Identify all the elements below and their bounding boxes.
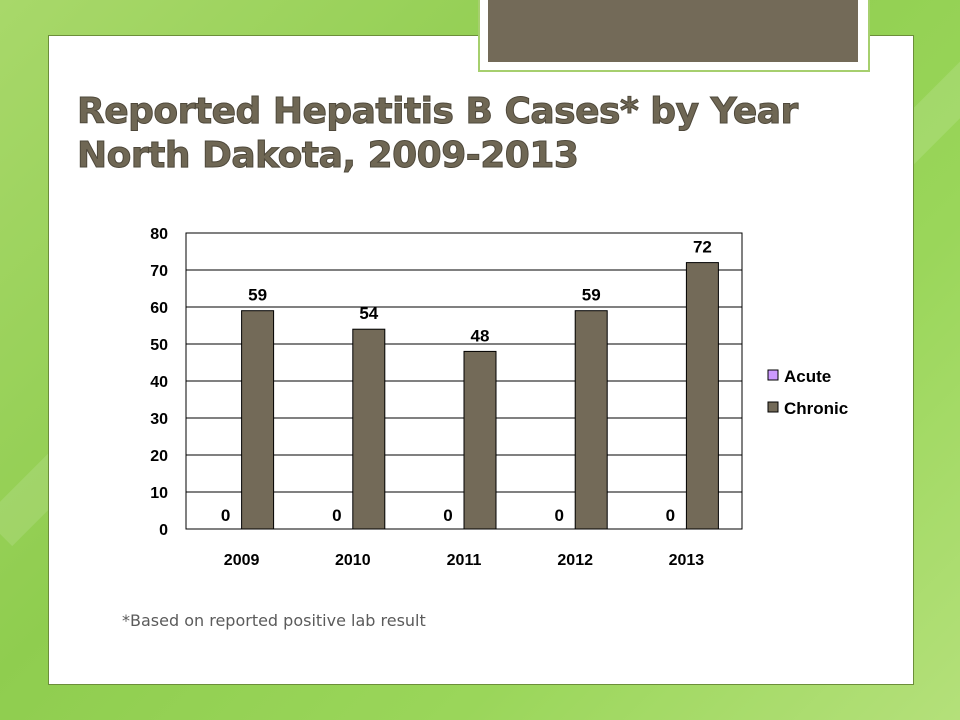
y-tick-label: 70 <box>150 263 168 280</box>
y-tick-label: 20 <box>150 448 168 465</box>
title-line-2: North Dakota, 2009-2013 <box>77 135 580 177</box>
legend-label-acute: Acute <box>784 367 831 386</box>
y-tick-label: 60 <box>150 300 168 317</box>
y-tick-label: 40 <box>150 374 168 391</box>
header-tab <box>488 0 858 62</box>
legend-swatch-acute <box>767 369 779 381</box>
x-tick-label: 2010 <box>335 552 371 569</box>
x-tick-label: 2011 <box>447 552 482 569</box>
bar-chronic <box>574 310 608 530</box>
data-label-acute: 0 <box>554 506 563 525</box>
x-tick-label: 2009 <box>224 552 260 569</box>
data-label-acute: 0 <box>666 506 675 525</box>
data-label-chronic: 59 <box>582 286 601 305</box>
bar-chronic <box>685 262 719 530</box>
title-line-1: Reported Hepatitis B Cases* by Year <box>77 91 799 133</box>
y-tick-label: 50 <box>150 337 168 354</box>
y-tick-label: 0 <box>159 522 168 539</box>
y-tick-label: 30 <box>150 411 168 428</box>
data-label-acute: 0 <box>443 506 452 525</box>
x-tick-label: 2012 <box>557 552 593 569</box>
legend-swatch-chronic <box>767 401 779 413</box>
y-tick-label: 10 <box>150 485 168 502</box>
data-label-acute: 0 <box>221 506 230 525</box>
bar-chronic <box>352 328 386 530</box>
y-tick-label: 80 <box>150 226 168 243</box>
data-label-chronic: 48 <box>471 326 490 345</box>
legend-label-chronic: Chronic <box>784 399 848 418</box>
data-label-chronic: 54 <box>359 304 378 323</box>
bar-chronic <box>241 310 275 530</box>
footnote: *Based on reported positive lab result <box>122 611 426 630</box>
data-label-chronic: 59 <box>248 286 267 305</box>
bar-chronic <box>463 350 497 530</box>
slide-title: Reported Hepatitis B Cases* by Year Nort… <box>77 90 799 178</box>
x-tick-label: 2013 <box>669 552 705 569</box>
data-label-chronic: 72 <box>693 238 712 257</box>
data-label-acute: 0 <box>332 506 341 525</box>
